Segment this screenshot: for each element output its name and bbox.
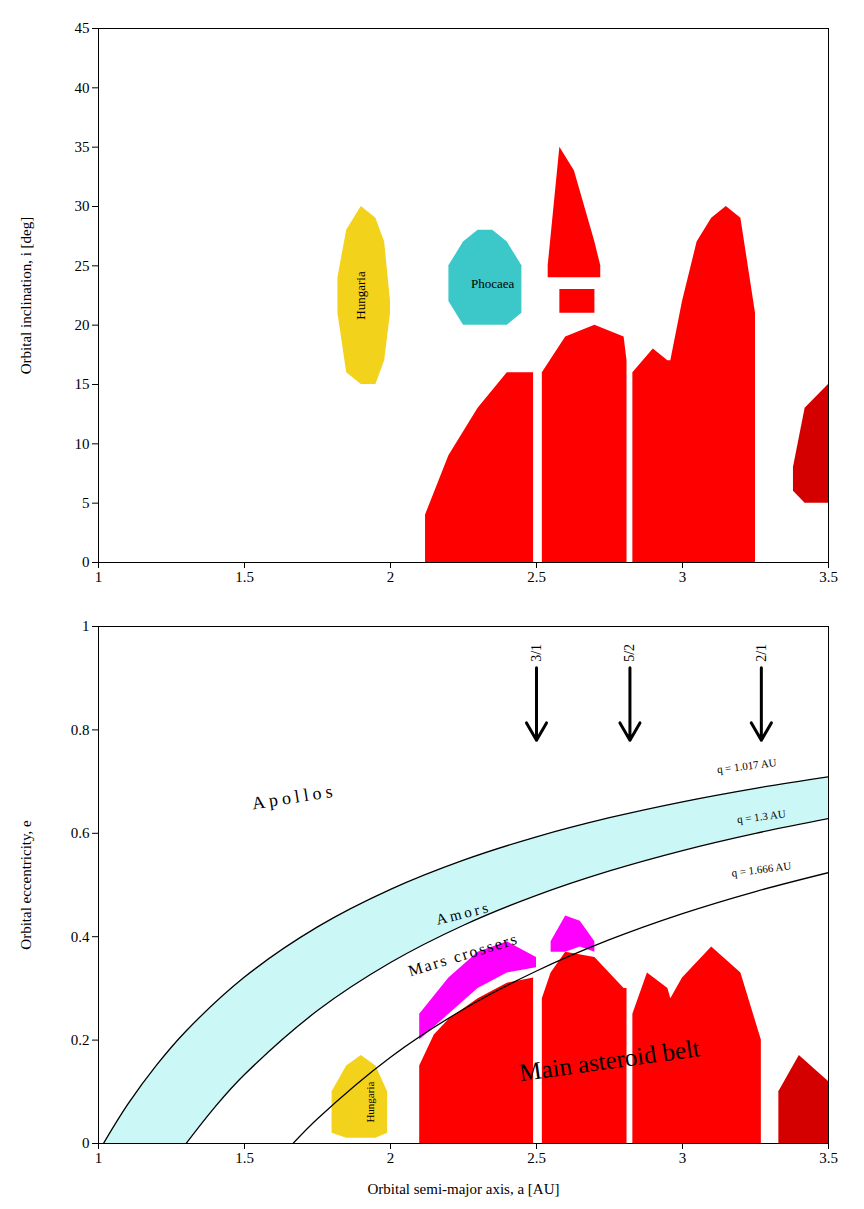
svg-text:q = 1.666 AU: q = 1.666 AU — [731, 859, 792, 878]
svg-text:Mars crossers: Mars crossers — [406, 930, 520, 980]
svg-text:3.5: 3.5 — [819, 569, 838, 585]
svg-text:Orbital inclination, i [deg]: Orbital inclination, i [deg] — [18, 217, 34, 374]
svg-text:1.5: 1.5 — [235, 569, 254, 585]
svg-text:0.6: 0.6 — [71, 825, 90, 841]
svg-text:Hungaria: Hungaria — [364, 1082, 376, 1123]
svg-text:0: 0 — [82, 1135, 90, 1151]
svg-text:15: 15 — [75, 376, 90, 392]
svg-text:0.2: 0.2 — [71, 1032, 90, 1048]
svg-text:2.5: 2.5 — [527, 1150, 546, 1166]
svg-text:40: 40 — [75, 80, 90, 96]
svg-text:3: 3 — [679, 1150, 687, 1166]
svg-text:1: 1 — [95, 1150, 103, 1166]
svg-text:q = 1.3 AU: q = 1.3 AU — [736, 807, 786, 825]
svg-text:0.4: 0.4 — [71, 929, 90, 945]
svg-text:5/2: 5/2 — [622, 644, 637, 662]
svg-text:3/1: 3/1 — [529, 644, 544, 662]
svg-text:30: 30 — [75, 198, 90, 214]
svg-text:1: 1 — [95, 569, 103, 585]
svg-text:20: 20 — [75, 317, 90, 333]
svg-text:2/1: 2/1 — [754, 644, 769, 662]
svg-text:Main asteroid belt: Main asteroid belt — [517, 1034, 701, 1086]
svg-text:5: 5 — [82, 495, 90, 511]
svg-text:Apollos: Apollos — [251, 780, 338, 813]
svg-text:1.5: 1.5 — [235, 1150, 254, 1166]
svg-text:2: 2 — [387, 569, 395, 585]
svg-text:10: 10 — [75, 436, 90, 452]
svg-text:0: 0 — [82, 554, 90, 570]
svg-text:2: 2 — [387, 1150, 395, 1166]
svg-text:Phocaea: Phocaea — [471, 276, 515, 291]
svg-text:25: 25 — [75, 258, 90, 274]
svg-text:3: 3 — [679, 569, 687, 585]
svg-text:Orbital semi-major axis, a [AU: Orbital semi-major axis, a [AU] — [367, 1181, 559, 1197]
svg-text:Hungaria: Hungaria — [353, 271, 368, 320]
svg-text:0.8: 0.8 — [71, 722, 90, 738]
svg-text:q = 1.017 AU: q = 1.017 AU — [716, 756, 777, 775]
svg-text:3.5: 3.5 — [819, 1150, 838, 1166]
svg-text:Amors: Amors — [434, 899, 492, 928]
svg-text:45: 45 — [75, 20, 90, 36]
svg-text:1: 1 — [82, 618, 90, 634]
svg-text:2.5: 2.5 — [527, 569, 546, 585]
svg-text:Orbital eccentricity, e: Orbital eccentricity, e — [18, 820, 34, 950]
svg-text:35: 35 — [75, 139, 90, 155]
